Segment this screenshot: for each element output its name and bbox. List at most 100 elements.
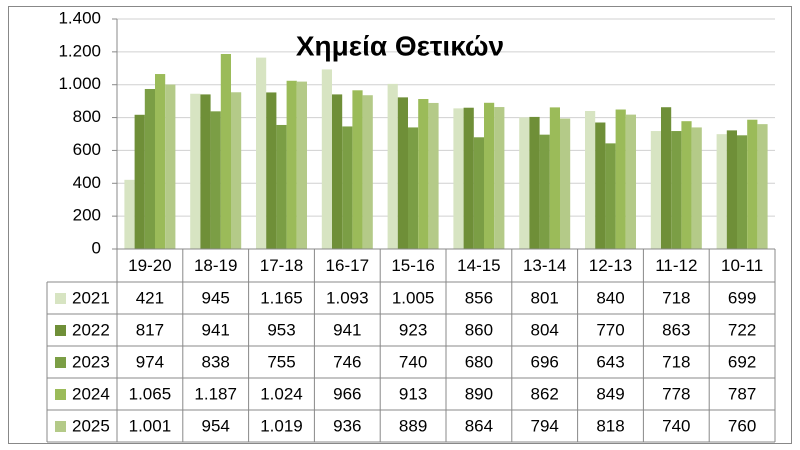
bar — [747, 119, 758, 249]
table-value: 954 — [202, 416, 230, 435]
x-tick-label: 15-16 — [391, 256, 434, 275]
bar — [408, 127, 419, 249]
x-tick-label: 17-18 — [260, 256, 303, 275]
bar — [671, 131, 682, 249]
bar — [200, 94, 211, 250]
bar — [473, 137, 484, 249]
table-value: 696 — [531, 352, 559, 371]
bar — [231, 92, 242, 250]
table-value: 936 — [333, 416, 361, 435]
table-value: 421 — [136, 288, 164, 307]
bar — [757, 124, 768, 249]
data-table: 19-20 18-19 17-18 16-17 15-16 14-15 13-14 12-13… — [46, 248, 776, 443]
y-tick-label: 600 — [73, 140, 101, 159]
y-tick-label: 800 — [73, 107, 101, 126]
bar — [691, 127, 702, 249]
table-value: 692 — [728, 352, 756, 371]
x-tick-label: 19-20 — [128, 256, 171, 275]
bar — [286, 80, 297, 250]
table-value: 856 — [465, 288, 493, 307]
bar — [165, 84, 176, 249]
table-value: 718 — [662, 288, 690, 307]
table-value: 740 — [662, 416, 690, 435]
table-value: 787 — [728, 384, 756, 403]
y-tick-label: 200 — [73, 206, 101, 225]
table-value: 1.024 — [260, 384, 303, 403]
bar — [494, 107, 505, 249]
table-value: 941 — [202, 320, 230, 339]
bar — [276, 124, 287, 249]
legend-label: 2024 — [72, 384, 110, 403]
legend-label: 2025 — [72, 416, 110, 435]
table-value: 890 — [465, 384, 493, 403]
table-value: 643 — [596, 352, 624, 371]
table-value: 770 — [596, 320, 624, 339]
bar — [321, 69, 332, 249]
legend-label: 2022 — [72, 320, 110, 339]
bar — [681, 121, 692, 249]
x-tick-label: 12-13 — [589, 256, 632, 275]
table-value: 840 — [596, 288, 624, 307]
y-tick-label: 1.000 — [58, 74, 101, 93]
table-value: 1.005 — [392, 288, 435, 307]
bar — [352, 90, 363, 249]
table-value: 801 — [531, 288, 559, 307]
bar — [418, 99, 429, 249]
x-tick-label: 14-15 — [457, 256, 500, 275]
bar — [397, 97, 408, 249]
x-tick-label: 11-12 — [655, 256, 697, 275]
bar — [134, 114, 145, 250]
bar — [625, 114, 636, 249]
bar — [539, 134, 550, 249]
table-value: 953 — [267, 320, 295, 339]
table-value: 1.187 — [194, 384, 237, 403]
table-value: 1.165 — [260, 288, 303, 307]
table-value: 804 — [531, 320, 559, 339]
bar — [615, 109, 626, 250]
bar — [726, 130, 737, 249]
table-value: 862 — [531, 384, 559, 403]
bar — [190, 93, 201, 249]
x-tick-label: 10-11 — [721, 256, 763, 275]
table-value: 818 — [596, 416, 624, 435]
table-value: 722 — [728, 320, 756, 339]
bar — [484, 102, 495, 250]
table-value: 860 — [465, 320, 493, 339]
table-value: 1.019 — [260, 416, 303, 435]
table-value: 699 — [728, 288, 756, 307]
table-value: 718 — [662, 352, 690, 371]
bar — [595, 122, 606, 249]
bar — [332, 94, 343, 250]
table-value: 746 — [333, 352, 361, 371]
bar — [144, 88, 155, 249]
table-value: 680 — [465, 352, 493, 371]
bar — [529, 116, 540, 250]
table-value: 923 — [399, 320, 427, 339]
bar — [256, 57, 267, 249]
bar — [560, 118, 571, 249]
bar — [737, 135, 748, 249]
table-value: 838 — [202, 352, 230, 371]
bar — [519, 117, 530, 250]
y-tick-label: 1.400 — [58, 8, 101, 27]
table-value: 941 — [333, 320, 361, 339]
table-value: 740 — [399, 352, 427, 371]
x-tick-label: 16-17 — [326, 256, 369, 275]
legend-swatch — [55, 357, 66, 368]
table-value: 1.065 — [129, 384, 172, 403]
table-value: 817 — [136, 320, 164, 339]
bar — [585, 111, 596, 249]
bar — [453, 108, 464, 249]
table-value: 966 — [333, 384, 361, 403]
bar — [549, 107, 560, 249]
bar — [210, 111, 221, 249]
table-value: 974 — [136, 352, 164, 371]
bar — [220, 53, 231, 249]
y-tick-label: 0 — [92, 238, 101, 257]
legend-swatch — [55, 421, 66, 432]
bar — [463, 107, 474, 249]
legend-label: 2023 — [72, 352, 110, 371]
table-value: 778 — [662, 384, 690, 403]
table-value: 913 — [399, 384, 427, 403]
